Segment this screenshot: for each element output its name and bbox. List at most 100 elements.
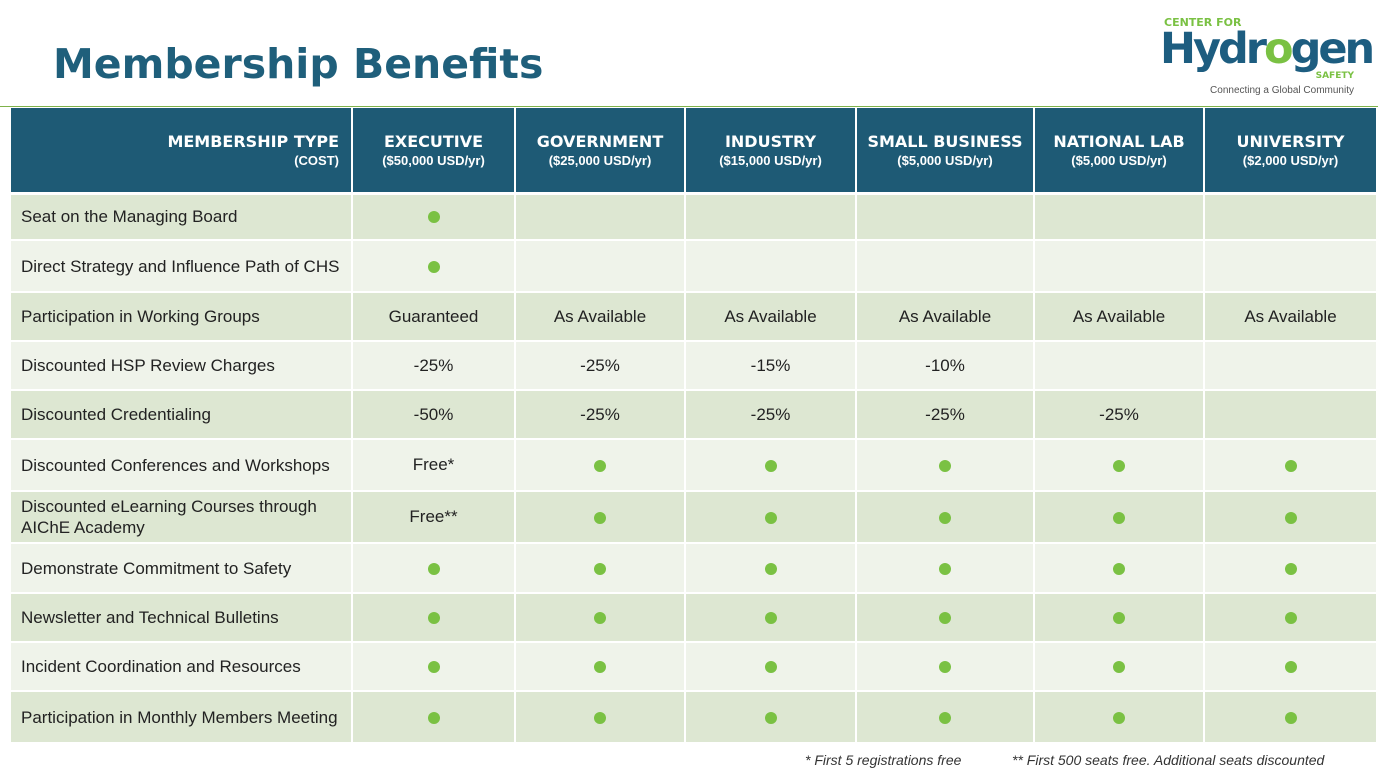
table-cell: Free** bbox=[352, 491, 516, 544]
table-row: Demonstrate Commitment to Safety bbox=[11, 543, 1376, 594]
included-dot-icon bbox=[939, 661, 951, 674]
cell-value: -25% bbox=[925, 404, 965, 424]
table-row: Seat on the Managing Board bbox=[11, 193, 1376, 241]
column-header-university: UNIVERSITY ($2,000 USD/yr) bbox=[1204, 108, 1376, 193]
table-cell bbox=[1204, 491, 1376, 544]
table-cell: Free* bbox=[352, 439, 516, 492]
table-cell bbox=[1034, 341, 1205, 391]
logo-top-text: CENTER FOR bbox=[1164, 16, 1242, 29]
row-label: Discounted Credentialing bbox=[11, 390, 353, 440]
table-cell: -25% bbox=[352, 341, 516, 391]
header-name: NATIONAL LAB bbox=[1053, 131, 1185, 151]
column-header-national-lab: NATIONAL LAB ($5,000 USD/yr) bbox=[1034, 108, 1205, 193]
table-cell bbox=[856, 543, 1035, 594]
table-cell bbox=[1034, 691, 1205, 744]
logo-word-part-a: Hydr bbox=[1160, 24, 1267, 74]
table-cell bbox=[1034, 543, 1205, 594]
row-label: Newsletter and Technical Bulletins bbox=[11, 593, 353, 643]
table-cell: -25% bbox=[856, 390, 1035, 440]
row-label: Discounted Conferences and Workshops bbox=[11, 439, 353, 492]
table-cell bbox=[515, 691, 686, 744]
table-cell bbox=[1204, 691, 1376, 744]
table-cell bbox=[1204, 543, 1376, 594]
table-row: Discounted eLearning Courses through AIC… bbox=[11, 491, 1376, 544]
included-dot-icon bbox=[939, 612, 951, 625]
cell-value: -25% bbox=[1099, 404, 1139, 424]
included-dot-icon bbox=[1284, 661, 1297, 674]
included-dot-icon bbox=[764, 612, 777, 625]
table-body: Seat on the Managing Board Direct Strateg… bbox=[11, 193, 1376, 744]
included-dot-icon bbox=[1284, 612, 1297, 625]
table-cell bbox=[515, 642, 686, 692]
table-cell bbox=[352, 193, 516, 241]
included-dot-icon bbox=[764, 459, 777, 472]
column-header-executive: EXECUTIVE ($50,000 USD/yr) bbox=[352, 108, 516, 193]
included-dot-icon bbox=[1113, 511, 1125, 524]
table-header-row: MEMBERSHIP TYPE (COST) EXECUTIVE ($50,000 U… bbox=[11, 108, 1376, 193]
table-cell bbox=[1204, 341, 1376, 391]
row-label: Participation in Working Groups bbox=[11, 292, 353, 342]
table-cell: -25% bbox=[515, 341, 686, 391]
cell-value: -25% bbox=[413, 355, 454, 375]
table-cell bbox=[1034, 642, 1205, 692]
cell-value: As Available bbox=[1072, 306, 1166, 326]
included-dot-icon bbox=[1113, 459, 1125, 472]
table-cell: -10% bbox=[856, 341, 1035, 391]
included-dot-icon bbox=[939, 511, 951, 524]
included-dot-icon bbox=[1284, 711, 1297, 724]
column-header-small-business: SMALL BUSINESS ($5,000 USD/yr) bbox=[856, 108, 1035, 193]
included-dot-icon bbox=[1284, 562, 1297, 575]
included-dot-icon bbox=[1284, 459, 1297, 472]
cell-value: -25% bbox=[580, 404, 620, 424]
header-name: SMALL BUSINESS bbox=[867, 131, 1023, 151]
logo-tagline: Connecting a Global Community bbox=[1210, 85, 1354, 96]
table-cell: As Available bbox=[1204, 292, 1376, 342]
included-dot-icon bbox=[1113, 711, 1125, 724]
table-cell bbox=[515, 240, 686, 293]
included-dot-icon bbox=[594, 511, 606, 524]
logo-word-part-o: o bbox=[1264, 24, 1293, 74]
table-cell bbox=[1034, 240, 1205, 293]
table-row: Participation in Monthly Members Meeting bbox=[11, 691, 1376, 744]
included-dot-icon bbox=[594, 562, 606, 575]
logo-safety-text: SAFETY bbox=[1315, 71, 1354, 81]
cell-value: -25% bbox=[580, 355, 620, 375]
table-cell bbox=[1034, 593, 1205, 643]
header-cost: ($15,000 USD/yr) bbox=[719, 152, 822, 168]
table-cell: As Available bbox=[515, 292, 686, 342]
table-cell bbox=[685, 439, 857, 492]
table-cell bbox=[685, 593, 857, 643]
included-dot-icon bbox=[1113, 661, 1125, 674]
table-cell: As Available bbox=[685, 292, 857, 342]
cell-value: As Available bbox=[553, 306, 647, 326]
header-name: UNIVERSITY bbox=[1236, 131, 1345, 151]
table-cell bbox=[352, 240, 516, 293]
table-cell bbox=[1204, 193, 1376, 241]
table-cell: -50% bbox=[352, 390, 516, 440]
cell-value: Guaranteed bbox=[388, 306, 479, 326]
cell-value: -25% bbox=[750, 404, 791, 424]
table-cell bbox=[685, 691, 857, 744]
header-name: MEMBERSHIP TYPE bbox=[167, 131, 339, 151]
chs-logo: CENTER FOR Hydrogen SAFETY Connecting a … bbox=[1160, 16, 1375, 100]
table-row: Newsletter and Technical Bulletins bbox=[11, 593, 1376, 643]
table-cell bbox=[1034, 491, 1205, 544]
logo-word-part-b: gen bbox=[1290, 24, 1376, 74]
included-dot-icon bbox=[427, 711, 440, 724]
table-cell: -25% bbox=[685, 390, 857, 440]
table-row: Participation in Working Groups Guarantee… bbox=[11, 292, 1376, 342]
table-cell bbox=[856, 593, 1035, 643]
table-cell bbox=[1204, 390, 1376, 440]
table-cell bbox=[515, 593, 686, 643]
header-name: EXECUTIVE bbox=[383, 131, 484, 151]
table-cell bbox=[515, 491, 686, 544]
cell-value: As Available bbox=[1244, 306, 1337, 326]
table-cell bbox=[685, 642, 857, 692]
row-label: Participation in Monthly Members Meeting bbox=[11, 691, 353, 744]
table-cell bbox=[352, 642, 516, 692]
footnote-registrations: * First 5 registrations free bbox=[805, 752, 962, 768]
included-dot-icon bbox=[594, 612, 606, 625]
included-dot-icon bbox=[427, 612, 440, 625]
table-row: Discounted Conferences and Workshops Free… bbox=[11, 439, 1376, 492]
included-dot-icon bbox=[939, 562, 951, 575]
